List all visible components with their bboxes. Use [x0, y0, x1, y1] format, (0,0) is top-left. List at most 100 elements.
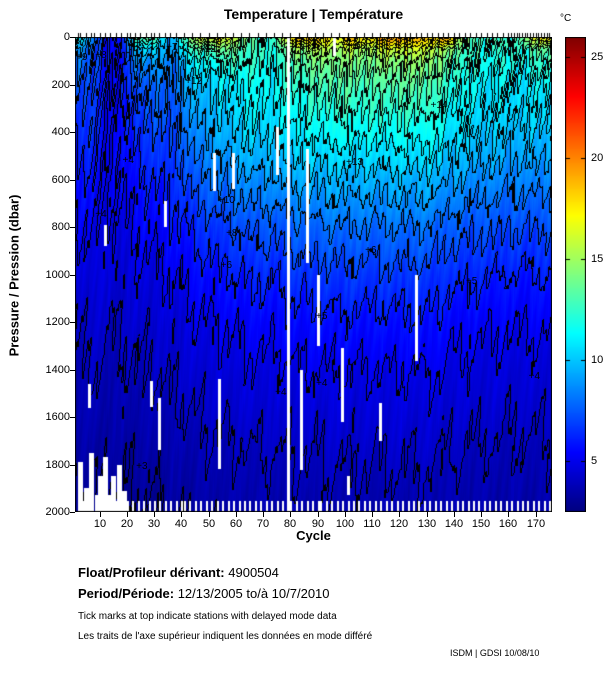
y-tick-label: 1000	[45, 269, 70, 281]
note-fr: Les traits de l'axe supérieur indiquent …	[78, 631, 373, 642]
y-tick-mark	[70, 322, 75, 323]
x-axis-label: Cycle	[296, 528, 331, 543]
y-tick-label: 2000	[45, 506, 70, 518]
x-tick-label: 60	[229, 518, 243, 530]
y-axis-label: Pressure / Pression (dbar)	[6, 194, 22, 357]
x-tick-mark	[536, 512, 537, 517]
x-tick-label: 150	[471, 518, 491, 530]
float-id-line: Float/Profileur dérivant: 4900504	[78, 565, 279, 580]
y-tick-mark	[70, 132, 75, 133]
contour-label: +4	[122, 154, 134, 166]
float-id-label: Float/Profileur dérivant:	[78, 565, 225, 580]
note-en: Tick marks at top indicate stations with…	[78, 611, 337, 622]
x-tick-mark	[181, 512, 182, 517]
footer-credit: ISDM | GDSI 10/08/10	[450, 648, 540, 658]
y-tick-mark	[70, 512, 75, 513]
contour-label: +6	[365, 244, 377, 256]
contour-label: +4	[95, 209, 107, 221]
y-tick-label: 600	[51, 174, 70, 186]
plot-title: Temperature | Température	[223, 6, 404, 22]
y-tick-mark	[70, 180, 75, 181]
x-tick-mark	[209, 512, 210, 517]
y-tick-label: 800	[51, 221, 70, 233]
contour-label: +8	[95, 50, 107, 61]
x-tick-mark	[481, 512, 482, 517]
contour-label: +5	[465, 275, 478, 287]
x-tick-label: 100	[335, 518, 355, 530]
y-tick-mark	[70, 227, 75, 228]
colorbar-tick-label: 10	[591, 354, 604, 366]
x-tick-mark	[154, 512, 155, 517]
y-tick-mark	[70, 275, 75, 276]
y-tick-mark	[70, 37, 75, 38]
x-tick-mark	[236, 512, 237, 517]
x-tick-mark	[263, 512, 264, 517]
contour-label: +14	[299, 44, 317, 56]
contour-label: +14	[430, 99, 448, 111]
contour-label: +9	[76, 52, 88, 64]
y-tick-mark	[70, 465, 75, 466]
contour-label: +5	[316, 311, 328, 323]
x-tick-mark	[399, 512, 400, 517]
x-tick-label: 50	[202, 518, 216, 530]
colorbar-unit: °C	[560, 13, 572, 24]
y-tick-label: 400	[51, 126, 70, 138]
contour-labels-layer: +9 +8 +4 +4 +7 +12 +12 +14 +13 +18 +17 +14 +10 +8 +6 +6…	[75, 37, 552, 512]
x-tick-mark	[127, 512, 128, 517]
x-tick-label: 70	[256, 518, 270, 530]
period-line: Period/Période: 12/13/2005 to/à 10/7/201…	[78, 586, 330, 601]
period-label: Period/Période:	[78, 586, 175, 601]
colorbar	[565, 37, 586, 512]
period-value: 12/13/2005 to/à 10/7/2010	[177, 586, 330, 601]
float-id-value: 4900504	[228, 565, 279, 580]
contour-label: +18	[348, 40, 366, 52]
x-tick-mark	[318, 512, 319, 517]
x-tick-label: 120	[389, 518, 409, 530]
x-tick-label: 160	[498, 518, 518, 530]
y-tick-label: 1800	[45, 459, 70, 471]
contour-label: +6	[220, 260, 233, 272]
x-tick-label: 110	[363, 518, 381, 530]
contour-label: +17	[359, 47, 377, 59]
x-tick-label: 140	[444, 518, 464, 530]
x-tick-mark	[427, 512, 428, 517]
x-tick-label: 170	[526, 518, 546, 530]
contour-label: +12	[198, 44, 216, 56]
contour-plot-canvas	[75, 37, 552, 512]
x-tick-label: 80	[283, 518, 297, 530]
x-tick-label: 30	[147, 518, 161, 530]
contour-label: +4	[275, 387, 287, 399]
contour-label: +3	[136, 460, 148, 472]
x-tick-mark	[454, 512, 455, 517]
x-tick-mark	[372, 512, 373, 517]
colorbar-tick-label: 5	[591, 455, 598, 467]
colorbar-tick-label: 25	[591, 51, 604, 63]
contour-label: +7	[166, 41, 178, 53]
x-tick-label: 90	[311, 518, 325, 530]
y-tick-label: 1200	[45, 316, 70, 328]
x-tick-mark	[345, 512, 346, 517]
contour-label: +13	[346, 156, 363, 168]
contour-label: +4	[316, 377, 328, 389]
contour-label: +10	[217, 194, 235, 206]
y-tick-mark	[70, 417, 75, 418]
y-tick-mark	[70, 85, 75, 86]
x-tick-label: 130	[417, 518, 437, 530]
y-tick-mark	[70, 370, 75, 371]
y-tick-label: 200	[51, 79, 70, 91]
y-tick-label: 0	[63, 31, 70, 43]
x-tick-label: 40	[174, 518, 188, 530]
x-tick-mark	[508, 512, 509, 517]
colorbar-tick-label: 15	[591, 253, 604, 265]
x-tick-label: 10	[93, 518, 107, 530]
y-tick-label: 1400	[45, 364, 70, 376]
x-tick-label: 20	[120, 518, 134, 530]
contour-label: +4	[528, 370, 541, 382]
y-tick-label: 1600	[45, 411, 70, 423]
delayed-mode-ticks	[75, 31, 552, 37]
colorbar-tick-label: 20	[591, 152, 604, 164]
x-tick-mark	[290, 512, 291, 517]
x-tick-mark	[100, 512, 101, 517]
contour-label: +8	[226, 228, 238, 240]
